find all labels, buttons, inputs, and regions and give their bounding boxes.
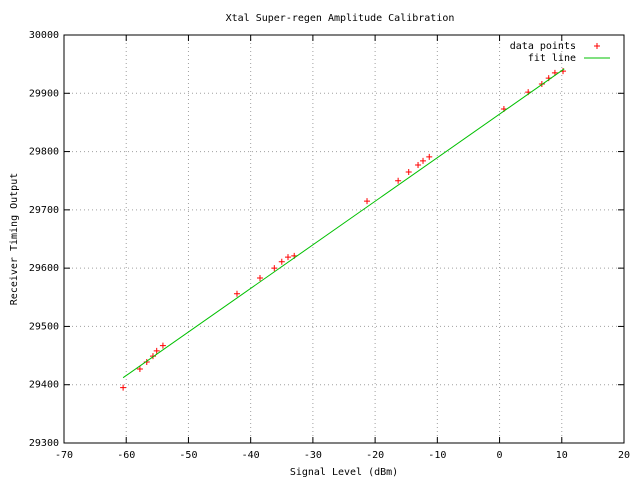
data-point — [149, 353, 156, 360]
data-point — [415, 161, 422, 168]
chart-title: Xtal Super-regen Amplitude Calibration — [226, 13, 455, 24]
x-tick-label: -70 — [55, 450, 73, 461]
x-tick-label: 10 — [556, 450, 568, 461]
legend-marker — [594, 43, 600, 49]
legend-label: data points — [510, 41, 576, 52]
y-tick-label: 29800 — [29, 147, 59, 158]
data-point — [257, 275, 263, 282]
y-tick-label: 29400 — [29, 380, 59, 391]
x-tick-label: -20 — [366, 450, 384, 461]
data-point — [278, 258, 285, 265]
x-tick-label: 0 — [497, 450, 503, 461]
y-tick-label: 30000 — [29, 30, 59, 41]
data-point — [420, 157, 427, 164]
data-point — [159, 342, 166, 349]
y-tick-label: 29900 — [29, 88, 59, 99]
data-point — [153, 347, 160, 354]
data-point — [233, 290, 240, 297]
y-tick-label: 29500 — [29, 321, 59, 332]
plot-border — [63, 34, 625, 444]
fit-line — [122, 68, 565, 379]
x-axis-label: Signal Level (dBm) — [290, 467, 398, 478]
x-tick-label: -60 — [117, 450, 135, 461]
data-point — [395, 177, 402, 184]
x-tick-label: 20 — [618, 450, 630, 461]
data-point — [285, 254, 291, 261]
data-point — [120, 384, 127, 391]
data-point — [364, 198, 371, 205]
x-tick-label: -50 — [179, 450, 197, 461]
data-point — [405, 168, 412, 175]
x-tick-label: -40 — [242, 450, 260, 461]
x-tick-label: -30 — [304, 450, 322, 461]
y-tick-label: 29600 — [29, 263, 59, 274]
data-point — [426, 153, 433, 160]
data-point — [136, 365, 143, 372]
y-axis-label: Receiver Timing Output — [9, 173, 20, 305]
y-tick-label: 29300 — [29, 438, 59, 449]
legend-label: fit line — [528, 53, 576, 64]
y-tick-label: 29700 — [29, 205, 59, 216]
x-tick-label: -10 — [428, 450, 446, 461]
data-point — [271, 265, 278, 272]
